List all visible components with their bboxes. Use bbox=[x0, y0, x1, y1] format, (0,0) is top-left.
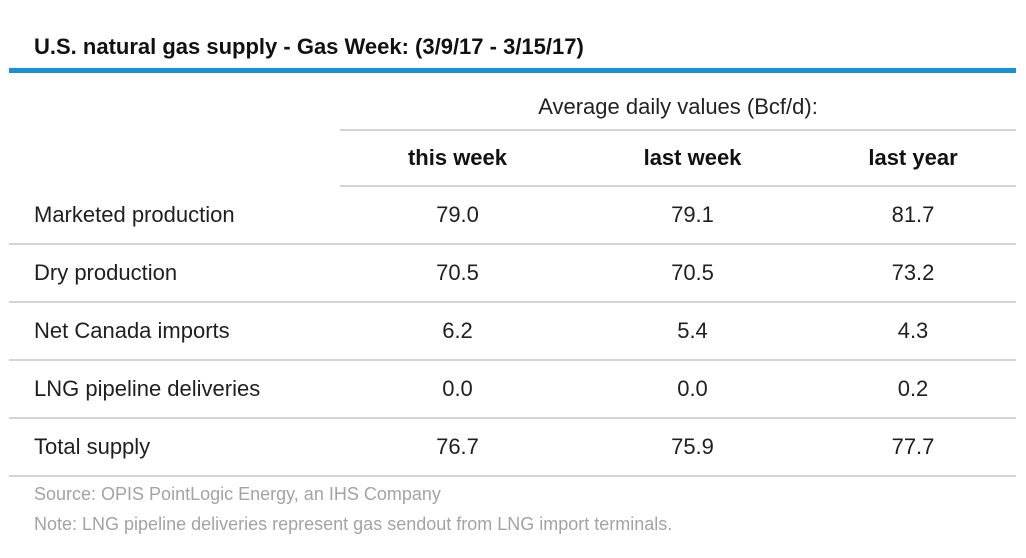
cell-last-week: 75.9 bbox=[575, 418, 810, 477]
cell-last-week: 0.0 bbox=[575, 360, 810, 419]
table-row: Total supply 76.7 75.9 77.7 bbox=[9, 418, 1016, 477]
row-label: Dry production bbox=[9, 244, 340, 303]
source-note: Source: OPIS PointLogic Energy, an IHS C… bbox=[34, 484, 441, 504]
group-header: Average daily values (Bcf/d): bbox=[340, 85, 1016, 131]
cell-last-week: 5.4 bbox=[575, 302, 810, 361]
cell-last-year: 4.3 bbox=[810, 302, 1016, 361]
row-label: LNG pipeline deliveries bbox=[9, 360, 340, 419]
row-label-header bbox=[9, 131, 340, 186]
cell-last-year: 0.2 bbox=[810, 360, 1016, 419]
table-title: U.S. natural gas supply - Gas Week: (3/9… bbox=[34, 34, 584, 59]
cell-this-week: 6.2 bbox=[340, 302, 575, 361]
footnote: Note: LNG pipeline deliveries represent … bbox=[34, 514, 673, 534]
table-row: Dry production 70.5 70.5 73.2 bbox=[9, 244, 1016, 303]
column-header-last-week: last week bbox=[575, 131, 810, 187]
column-header-this-week: this week bbox=[340, 131, 575, 187]
cell-last-week: 79.1 bbox=[575, 186, 810, 245]
table-row: Marketed production 79.0 79.1 81.7 bbox=[9, 186, 1016, 245]
title-accent-rule bbox=[9, 68, 1016, 73]
column-header-last-year: last year bbox=[810, 131, 1016, 187]
row-label: Marketed production bbox=[9, 186, 340, 245]
table-row: Net Canada imports 6.2 5.4 4.3 bbox=[9, 302, 1016, 361]
column-header-row: this week last week last year bbox=[9, 131, 1016, 187]
row-label: Total supply bbox=[9, 418, 340, 477]
cell-last-year: 81.7 bbox=[810, 186, 1016, 245]
cell-this-week: 79.0 bbox=[340, 186, 575, 245]
row-label: Net Canada imports bbox=[9, 302, 340, 361]
supply-table: this week last week last year Marketed p… bbox=[9, 131, 1016, 477]
cell-last-year: 77.7 bbox=[810, 418, 1016, 477]
cell-last-year: 73.2 bbox=[810, 244, 1016, 303]
cell-this-week: 0.0 bbox=[340, 360, 575, 419]
cell-this-week: 76.7 bbox=[340, 418, 575, 477]
cell-this-week: 70.5 bbox=[340, 244, 575, 303]
cell-last-week: 70.5 bbox=[575, 244, 810, 303]
table-row: LNG pipeline deliveries 0.0 0.0 0.2 bbox=[9, 360, 1016, 419]
